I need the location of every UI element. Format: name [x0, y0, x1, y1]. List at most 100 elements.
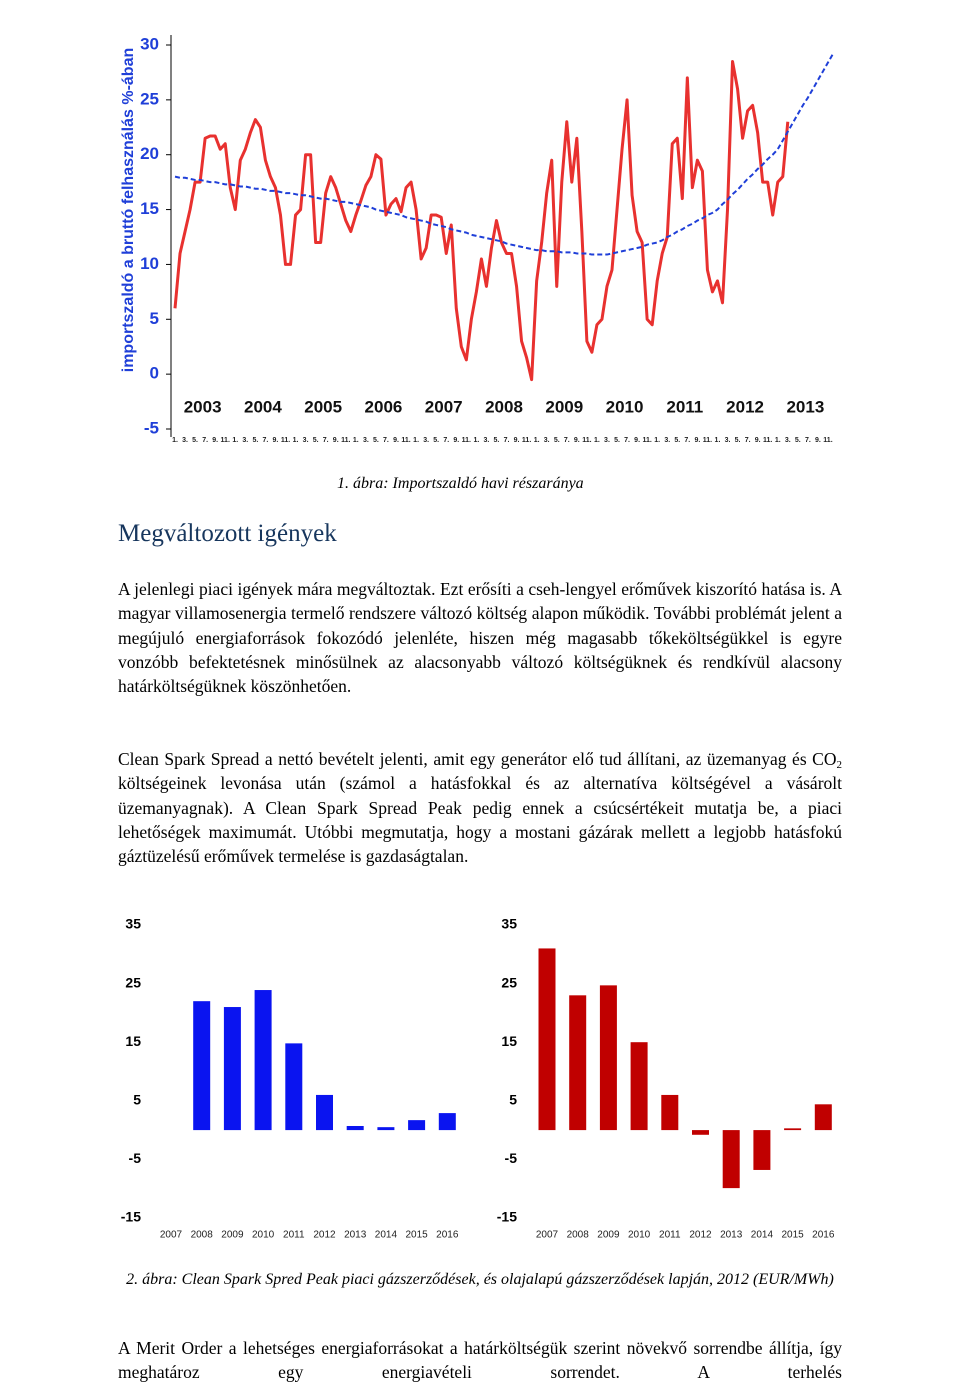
x-tick-label: 11.	[582, 437, 591, 444]
bar	[722, 1130, 740, 1189]
x-tick-label: 2011	[283, 1230, 305, 1241]
x-tick-label: 7.	[202, 437, 208, 444]
x-tick-label: 9.	[393, 437, 399, 444]
x-tick-label: 1.	[172, 437, 178, 444]
bar	[538, 948, 556, 1131]
x-tick-label: 9.	[212, 437, 218, 444]
x-tick-label: 7.	[624, 437, 630, 444]
y-tick-label: 5	[509, 1092, 517, 1108]
x-tick-label: 1.	[654, 437, 660, 444]
x-tick-label: 11.	[642, 437, 651, 444]
x-tick-label: 1.	[293, 437, 299, 444]
x-tick-label: 5.	[735, 437, 741, 444]
year-label: 2003	[184, 397, 222, 416]
x-tick-label: 9.	[333, 437, 339, 444]
x-tick-label: 5.	[433, 437, 439, 444]
text: Clean Spark Spread a nettó bevételt jele…	[118, 749, 837, 769]
x-tick-label: 11.	[221, 437, 230, 444]
x-tick-label: 11.	[462, 437, 471, 444]
x-tick-label: 1.	[413, 437, 419, 444]
x-tick-label: 2014	[375, 1230, 398, 1241]
year-label: 2010	[606, 397, 644, 416]
paragraph: A jelenlegi piaci igények mára megváltoz…	[118, 579, 842, 697]
x-tick-label: 3.	[664, 437, 670, 444]
bar	[630, 1042, 648, 1131]
x-tick-label: 5.	[795, 437, 801, 444]
y-tick-label: 30	[140, 34, 159, 53]
bar	[569, 995, 587, 1131]
y-tick-label: 35	[501, 916, 517, 932]
bar	[753, 1130, 771, 1170]
x-tick-label: 2008	[191, 1230, 214, 1241]
y-tick-label: -5	[144, 418, 159, 437]
x-tick-label: 7.	[262, 437, 268, 444]
x-tick-label: 1.	[715, 437, 721, 444]
x-tick-label: 11.	[823, 437, 832, 444]
bar	[285, 1043, 303, 1131]
bar	[692, 1130, 709, 1135]
x-tick-label: 7.	[805, 437, 811, 444]
x-tick-label: 5.	[192, 437, 198, 444]
x-tick-label: 1.	[473, 437, 479, 444]
y-tick-label: 15	[125, 1033, 141, 1049]
x-tick-label: 3.	[725, 437, 731, 444]
bar	[223, 1007, 241, 1131]
x-tick-label: 5.	[494, 437, 500, 444]
x-tick-label: 5.	[373, 437, 379, 444]
x-tick-label: 2010	[252, 1230, 275, 1241]
x-tick-label: 9.	[815, 437, 821, 444]
x-tick-label: 3.	[604, 437, 610, 444]
y-tick-label: 25	[140, 89, 159, 108]
year-label: 2013	[786, 397, 824, 416]
x-tick-label: 2008	[567, 1230, 590, 1241]
x-tick-label: 5.	[554, 437, 560, 444]
year-label: 2009	[545, 397, 583, 416]
x-tick-label: 7.	[323, 437, 329, 444]
y-tick-label: 35	[125, 916, 141, 932]
x-tick-label: 2013	[720, 1230, 743, 1241]
x-tick-label: 9.	[273, 437, 279, 444]
x-tick-label: 3.	[242, 437, 248, 444]
y-tick-label: -15	[121, 1209, 141, 1225]
x-tick-label: 7.	[564, 437, 570, 444]
caption: 2. ábra: Clean Spark Spred Peak piaci gá…	[126, 1271, 834, 1288]
bar	[346, 1125, 364, 1131]
text: költségeinek levonása után (számol a hat…	[118, 773, 842, 867]
heading: Megváltozott igények	[118, 520, 337, 547]
x-tick-label: 3.	[785, 437, 791, 444]
x-tick-label: 2014	[751, 1230, 774, 1241]
bar	[814, 1104, 832, 1131]
x-tick-label: 3.	[483, 437, 489, 444]
data-line	[174, 53, 834, 256]
x-tick-label: 2009	[597, 1230, 620, 1241]
subscript: 2	[836, 759, 843, 771]
x-tick-label: 11.	[401, 437, 410, 444]
year-label: 2012	[726, 397, 764, 416]
x-tick-label: 2016	[436, 1230, 459, 1241]
y-tick-label: 15	[501, 1033, 517, 1049]
x-tick-label: 5.	[252, 437, 258, 444]
y-tick-label: 25	[125, 974, 141, 990]
x-tick-label: 2010	[628, 1230, 651, 1241]
x-tick-label: 7.	[504, 437, 510, 444]
y-axis-label: importszaldó a bruttó felhasználás %-ába…	[120, 48, 137, 373]
x-tick-label: 9.	[514, 437, 520, 444]
x-tick-label: 9.	[694, 437, 700, 444]
year-label: 2004	[244, 397, 282, 416]
x-tick-label: 2015	[781, 1230, 804, 1241]
y-tick-label: -15	[497, 1209, 517, 1225]
x-tick-label: 1.	[775, 437, 781, 444]
x-tick-label: 9.	[755, 437, 761, 444]
x-tick-label: 2007	[160, 1230, 183, 1241]
x-tick-label: 1.	[353, 437, 359, 444]
x-tick-label: 7.	[745, 437, 751, 444]
y-tick-label: 0	[150, 364, 159, 383]
x-tick-label: 7.	[443, 437, 449, 444]
year-label: 2008	[485, 397, 523, 416]
bar	[599, 985, 617, 1131]
year-label: 2005	[304, 397, 342, 416]
x-tick-label: 9.	[634, 437, 640, 444]
x-tick-label: 2007	[536, 1230, 559, 1241]
x-tick-label: 11.	[281, 437, 290, 444]
